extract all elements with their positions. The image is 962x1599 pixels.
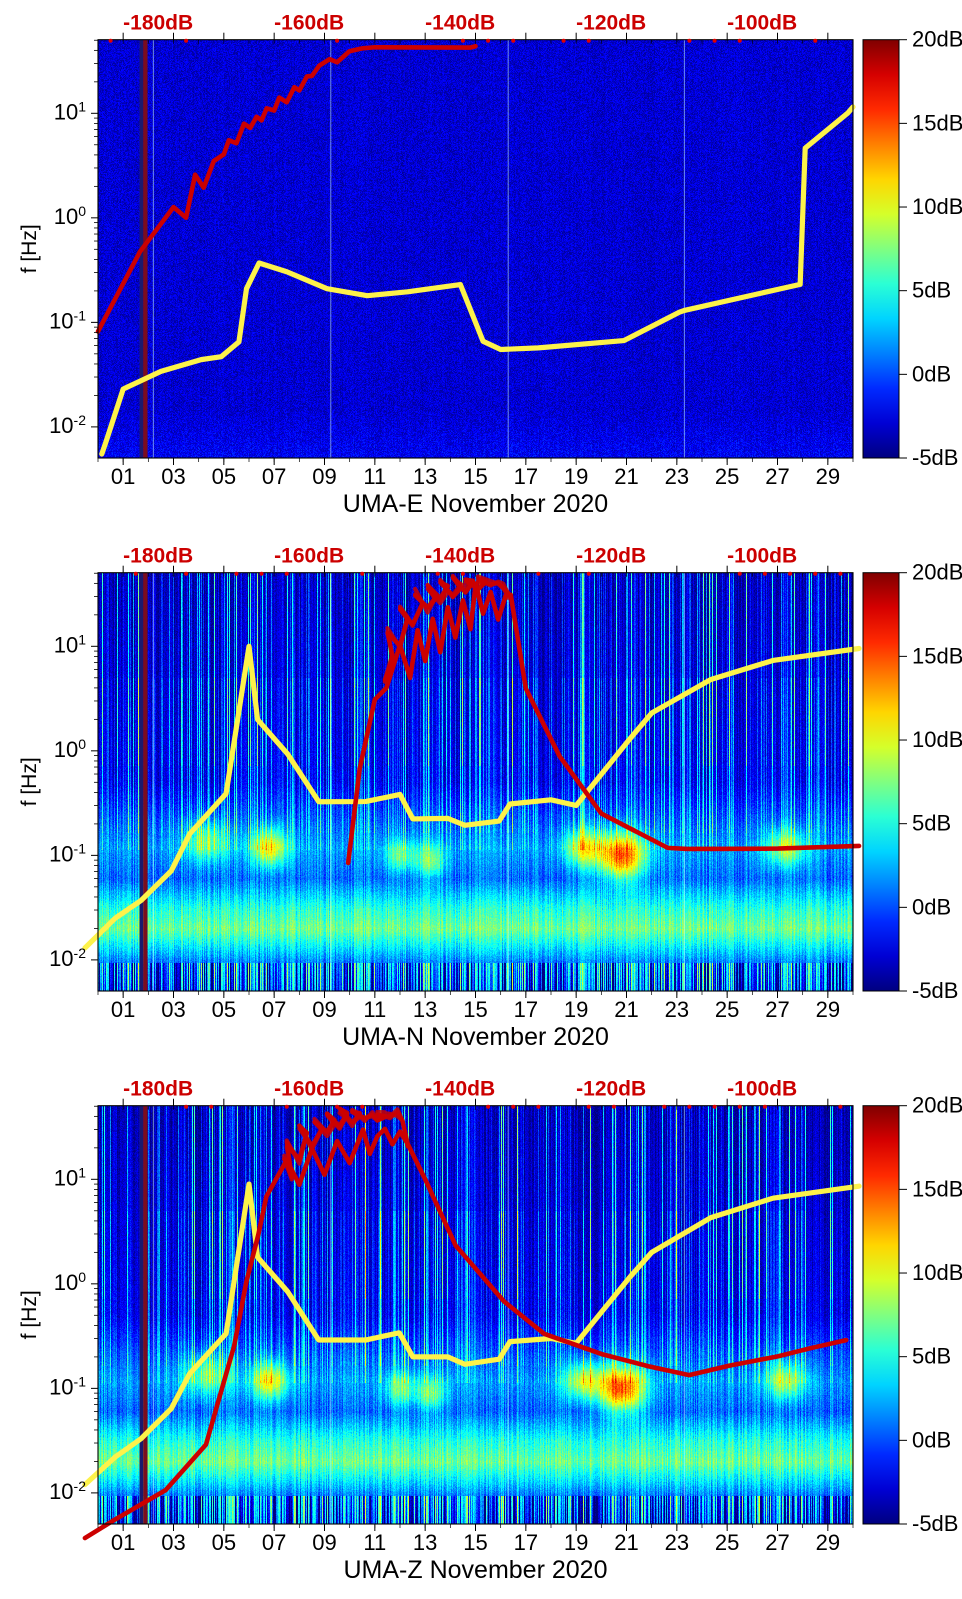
svg-text:13: 13	[413, 997, 437, 1022]
svg-text:-140dB: -140dB	[425, 1078, 495, 1101]
svg-text:19: 19	[564, 1530, 588, 1555]
svg-text:01: 01	[111, 464, 135, 489]
svg-text:f [Hz]: f [Hz]	[18, 757, 41, 806]
svg-text:5dB: 5dB	[912, 278, 951, 303]
svg-text:09: 09	[312, 997, 336, 1022]
svg-text:01: 01	[111, 1530, 135, 1555]
svg-text:-180dB: -180dB	[123, 545, 193, 568]
svg-text:27: 27	[765, 997, 789, 1022]
svg-text:21: 21	[614, 464, 638, 489]
svg-text:11: 11	[363, 464, 386, 489]
svg-text:15dB: 15dB	[912, 643, 962, 668]
svg-text:23: 23	[665, 464, 689, 489]
svg-text:19: 19	[564, 997, 588, 1022]
svg-text:09: 09	[312, 1530, 336, 1555]
svg-text:101: 101	[54, 98, 86, 124]
svg-text:15dB: 15dB	[912, 110, 962, 135]
svg-text:10-1: 10-1	[49, 840, 86, 866]
svg-text:-5dB: -5dB	[912, 978, 958, 1003]
svg-text:03: 03	[161, 997, 185, 1022]
svg-text:17: 17	[514, 1530, 538, 1555]
svg-text:20dB: 20dB	[912, 1093, 962, 1118]
svg-text:-120dB: -120dB	[576, 545, 646, 568]
svg-text:-140dB: -140dB	[425, 545, 495, 568]
svg-text:-140dB: -140dB	[425, 12, 495, 35]
svg-text:07: 07	[262, 464, 286, 489]
svg-text:11: 11	[363, 1530, 386, 1555]
svg-text:5dB: 5dB	[912, 811, 951, 836]
svg-text:05: 05	[212, 1530, 236, 1555]
svg-text:-160dB: -160dB	[274, 545, 344, 568]
svg-text:10-2: 10-2	[49, 412, 86, 438]
svg-text:23: 23	[665, 1530, 689, 1555]
svg-text:-160dB: -160dB	[274, 12, 344, 35]
svg-text:-100dB: -100dB	[727, 12, 797, 35]
svg-text:UMA-E November 2020: UMA-E November 2020	[343, 490, 608, 518]
svg-text:29: 29	[816, 997, 840, 1022]
svg-text:-120dB: -120dB	[576, 1078, 646, 1101]
svg-text:17: 17	[514, 464, 538, 489]
svg-text:10-1: 10-1	[49, 307, 86, 333]
svg-text:07: 07	[262, 997, 286, 1022]
svg-text:-100dB: -100dB	[727, 1078, 797, 1101]
svg-text:11: 11	[363, 997, 386, 1022]
svg-text:29: 29	[816, 1530, 840, 1555]
svg-text:21: 21	[614, 1530, 638, 1555]
svg-text:15: 15	[463, 997, 487, 1022]
svg-text:UMA-Z November 2020: UMA-Z November 2020	[344, 1556, 608, 1584]
svg-text:15: 15	[463, 1530, 487, 1555]
svg-text:-100dB: -100dB	[727, 545, 797, 568]
svg-text:25: 25	[715, 464, 739, 489]
svg-text:10-1: 10-1	[49, 1373, 86, 1399]
svg-text:03: 03	[161, 1530, 185, 1555]
svg-text:f [Hz]: f [Hz]	[18, 1290, 41, 1339]
svg-text:UMA-N November 2020: UMA-N November 2020	[342, 1023, 609, 1051]
svg-text:25: 25	[715, 1530, 739, 1555]
svg-text:13: 13	[413, 464, 437, 489]
svg-text:27: 27	[765, 464, 789, 489]
svg-text:23: 23	[665, 997, 689, 1022]
svg-text:10dB: 10dB	[912, 1260, 962, 1285]
svg-text:-5dB: -5dB	[912, 445, 958, 470]
svg-text:-5dB: -5dB	[912, 1511, 958, 1536]
svg-text:25: 25	[715, 997, 739, 1022]
svg-text:27: 27	[765, 1530, 789, 1555]
svg-text:05: 05	[212, 464, 236, 489]
svg-text:13: 13	[413, 1530, 437, 1555]
svg-text:0dB: 0dB	[912, 894, 951, 919]
svg-text:21: 21	[614, 997, 638, 1022]
svg-text:03: 03	[161, 464, 185, 489]
svg-text:20dB: 20dB	[912, 27, 962, 52]
svg-text:15dB: 15dB	[912, 1176, 962, 1201]
svg-text:-120dB: -120dB	[576, 12, 646, 35]
svg-text:100: 100	[54, 1269, 86, 1295]
svg-text:10-2: 10-2	[49, 945, 86, 971]
svg-text:17: 17	[514, 997, 538, 1022]
svg-text:-180dB: -180dB	[123, 1078, 193, 1101]
svg-text:07: 07	[262, 1530, 286, 1555]
svg-text:0dB: 0dB	[912, 1427, 951, 1452]
svg-text:09: 09	[312, 464, 336, 489]
svg-text:15: 15	[463, 464, 487, 489]
svg-text:10dB: 10dB	[912, 194, 962, 219]
svg-text:05: 05	[212, 997, 236, 1022]
svg-text:20dB: 20dB	[912, 560, 962, 585]
svg-text:101: 101	[54, 631, 86, 657]
svg-text:f [Hz]: f [Hz]	[18, 224, 41, 273]
svg-text:0dB: 0dB	[912, 361, 951, 386]
svg-text:100: 100	[54, 736, 86, 762]
svg-text:-160dB: -160dB	[274, 1078, 344, 1101]
svg-text:100: 100	[54, 203, 86, 229]
svg-text:01: 01	[111, 997, 135, 1022]
svg-text:10dB: 10dB	[912, 727, 962, 752]
svg-text:10-2: 10-2	[49, 1478, 86, 1504]
svg-text:-180dB: -180dB	[123, 12, 193, 35]
svg-text:101: 101	[54, 1164, 86, 1190]
svg-text:5dB: 5dB	[912, 1344, 951, 1369]
svg-text:19: 19	[564, 464, 588, 489]
svg-text:29: 29	[816, 464, 840, 489]
